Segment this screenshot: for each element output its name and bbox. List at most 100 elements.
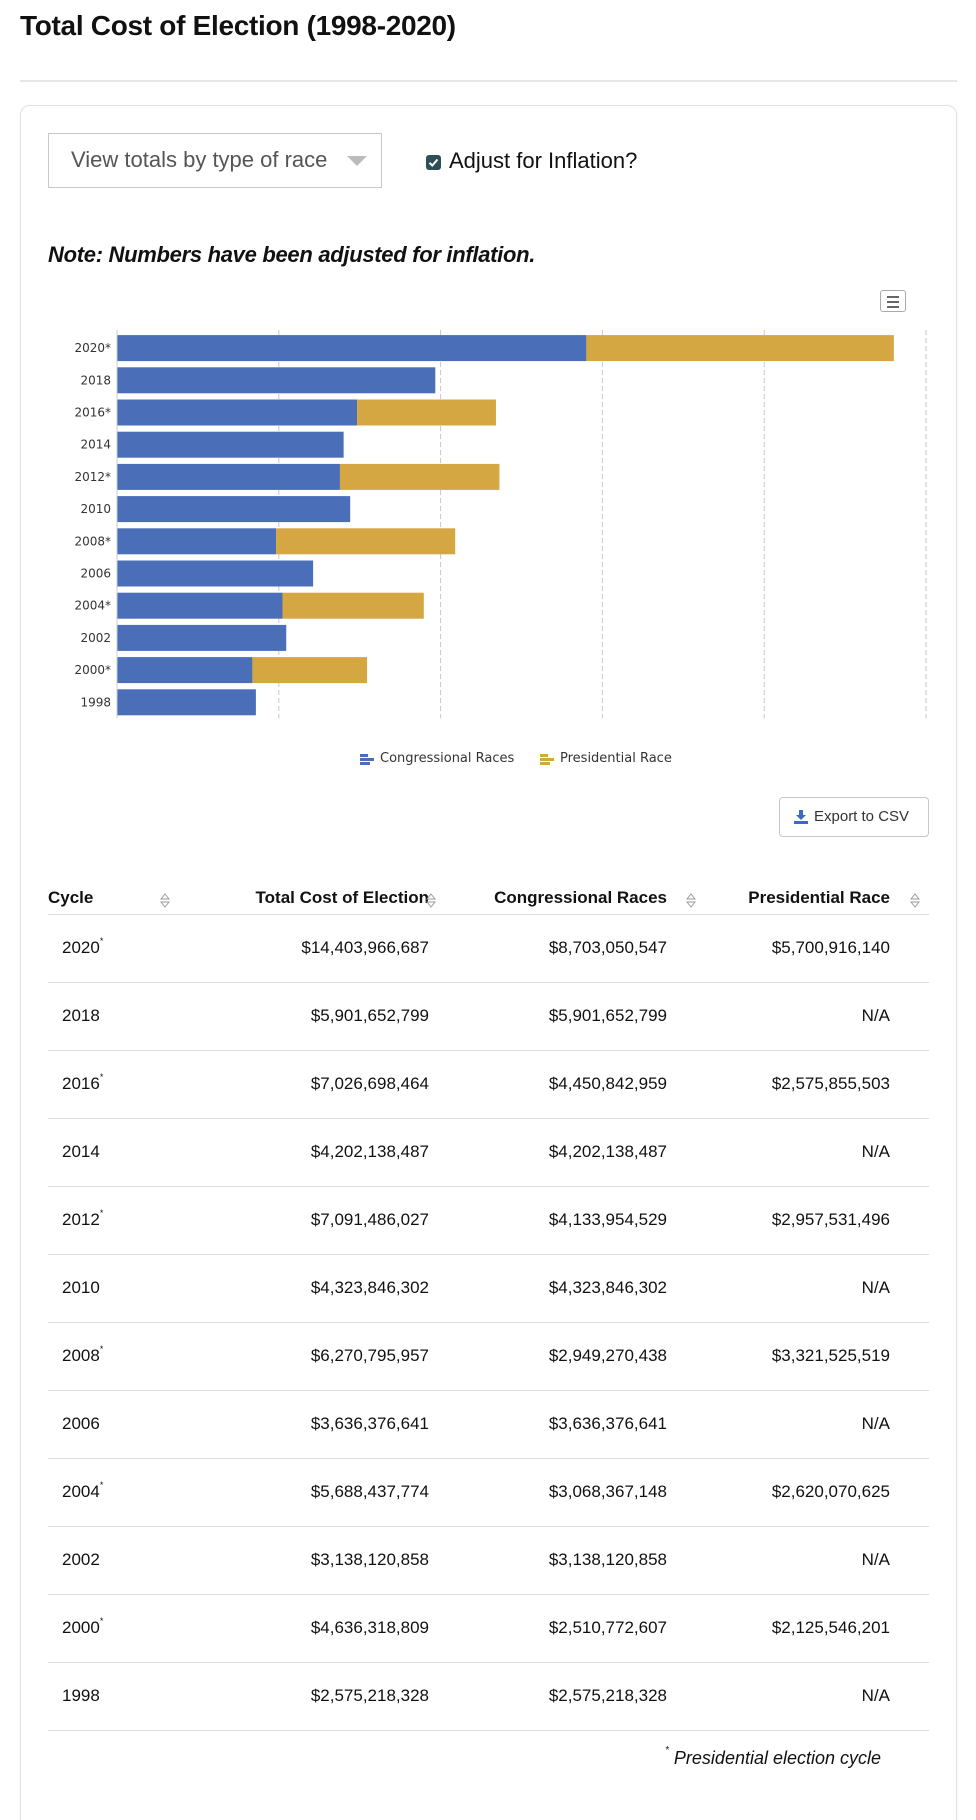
table-row: 2012* $7,091,486,027 $4,133,954,529 $2,957,… (48, 1187, 929, 1255)
y-tick-label: 2020* (74, 341, 111, 355)
presidential-cell: N/A (861, 1006, 890, 1025)
header-congressional[interactable]: Congressional Races (494, 888, 667, 907)
total-cost-cell: $4,636,318,809 (310, 1618, 429, 1637)
congressional-cell: $3,636,376,641 (548, 1414, 667, 1433)
sort-icon[interactable] (160, 893, 170, 908)
footnote: * Presidential election cycle (665, 1745, 882, 1769)
cycle-cell: 2014 (62, 1142, 100, 1162)
y-tick-label: 2012* (74, 470, 111, 484)
cycle-year: 2010 (62, 1278, 100, 1297)
presidential-bar (357, 399, 496, 426)
presidential-cell: N/A (861, 1414, 890, 1433)
x-tick-label: $12B (749, 729, 780, 730)
table-row: 2002 $3,138,120,858 $3,138,120,858 N/A (48, 1527, 929, 1595)
hamburger-menu-icon-line (887, 301, 899, 303)
y-tick-label: 2010 (80, 502, 111, 516)
presidential-cycle-marker: * (99, 936, 104, 946)
hamburger-menu-icon (887, 296, 899, 298)
cycle-cell: 1998 (62, 1686, 100, 1706)
presidential-cycle-marker: * (99, 1072, 104, 1082)
cycle-cell: 2006 (62, 1414, 100, 1434)
presidential-bar (339, 463, 500, 490)
cycle-cell: 2020* (62, 936, 104, 958)
presidential-bar (252, 657, 368, 684)
presidential-bar (586, 335, 894, 362)
total-cost-cell: $6,270,795,957 (310, 1346, 429, 1365)
sort-icon[interactable] (686, 893, 696, 908)
header-cycle[interactable]: Cycle (48, 888, 94, 907)
presidential-cell: N/A (861, 1278, 890, 1297)
presidential-legend-icon (540, 754, 554, 766)
x-tick-label: $0 (109, 729, 124, 730)
y-tick-label: 1998 (80, 695, 111, 709)
total-cost-cell: $5,901,652,799 (310, 1006, 429, 1025)
cycle-year: 2018 (62, 1006, 100, 1025)
congressional-bar (117, 399, 358, 426)
cycle-year: 2002 (62, 1550, 100, 1569)
congressional-cell: $8,703,050,547 (548, 938, 667, 957)
presidential-cell: $2,125,546,201 (771, 1618, 890, 1637)
congressional-cell: $4,450,842,959 (548, 1074, 667, 1093)
header-presidential[interactable]: Presidential Race (748, 888, 890, 907)
title-divider (20, 80, 957, 82)
presidential-cell: $2,957,531,496 (771, 1210, 890, 1229)
total-cost-cell: $4,323,846,302 (310, 1278, 429, 1297)
sort-icon[interactable] (426, 893, 436, 908)
presidential-cell: $2,575,855,503 (771, 1074, 890, 1093)
legend-presidential-label: Presidential Race (560, 751, 672, 766)
total-cost-cell: $3,636,376,641 (310, 1414, 429, 1433)
download-icon (794, 810, 808, 824)
inflation-label: Adjust for Inflation? (449, 148, 638, 173)
footnote-text: Presidential election cycle (673, 1748, 882, 1768)
total-cost-cell: $7,026,698,464 (310, 1074, 429, 1093)
export-csv-button[interactable]: Export to CSV (779, 797, 929, 837)
table-row: 2000* $4,636,318,809 $2,510,772,607 $2,125,… (48, 1595, 929, 1663)
table-row: 2010 $4,323,846,302 $4,323,846,302 N/A (48, 1255, 929, 1323)
y-tick-label: 2006 (80, 567, 111, 581)
congressional-cell: $2,510,772,607 (548, 1618, 667, 1637)
table-row: 2016* $7,026,698,464 $4,450,842,959 $2,575,… (48, 1051, 929, 1119)
congressional-cell: $5,901,652,799 (548, 1006, 667, 1025)
stacked-bar-chart: $0 $3B $6B $9B $12B $15B 2020* 2018 2016* 2014 201… (74, 330, 942, 730)
presidential-cycle-marker: * (99, 1616, 104, 1626)
presidential-cycle-marker: * (99, 1208, 104, 1218)
chevron-down-icon (347, 156, 367, 166)
congressional-bar (117, 657, 253, 684)
total-cost-cell: $3,138,120,858 (310, 1550, 429, 1569)
checkmark-icon (428, 158, 439, 167)
congressional-bar (117, 496, 351, 523)
congressional-bar (117, 624, 287, 651)
view-type-select[interactable]: View totals by type of race (48, 133, 382, 188)
congressional-cell: $3,068,367,148 (548, 1482, 667, 1501)
x-tick-label: $15B (910, 729, 941, 730)
congressional-bar (117, 689, 256, 716)
cycle-cell: 2004* (62, 1480, 103, 1502)
cycle-year: 2008 (62, 1346, 100, 1365)
cycle-cell: 2000* (62, 1616, 104, 1638)
presidential-cell: N/A (861, 1550, 890, 1569)
cycle-cell: 2010 (62, 1278, 100, 1298)
congressional-cell: $3,138,120,858 (548, 1550, 667, 1569)
total-cost-cell: $14,403,966,687 (301, 938, 429, 957)
total-cost-cell: $5,688,437,774 (310, 1482, 429, 1501)
table-row: 2008* $6,270,795,957 $2,949,270,438 $3,321,… (48, 1323, 929, 1391)
chart-menu-button[interactable] (880, 290, 906, 312)
congressional-cell: $4,133,954,529 (548, 1210, 667, 1229)
congressional-cell: $2,575,218,328 (548, 1686, 667, 1705)
table-row: 2004* $5,688,437,774 $3,068,367,148 $2,620,… (48, 1459, 929, 1527)
table-row: 2018 $5,901,652,799 $5,901,652,799 N/A (48, 983, 929, 1051)
congressional-bar (117, 560, 314, 587)
cycle-cell: 2016* (62, 1072, 104, 1094)
cycle-cell: 2002 (62, 1550, 100, 1570)
congressional-bar (117, 463, 340, 490)
hamburger-menu-icon-line (887, 306, 899, 308)
header-total[interactable]: Total Cost of Election (255, 888, 429, 907)
sort-icon[interactable] (910, 893, 920, 908)
table-row: 2020* $14,403,966,687 $8,703,050,547 $5,700… (48, 915, 929, 983)
export-csv-label: Export to CSV (814, 808, 910, 825)
inflation-checkbox[interactable] (426, 155, 441, 170)
congressional-bar (117, 528, 277, 555)
cycle-year: 2004 (62, 1482, 100, 1501)
y-tick-label: 2000* (74, 663, 111, 677)
cycle-year: 2020 (62, 938, 100, 957)
